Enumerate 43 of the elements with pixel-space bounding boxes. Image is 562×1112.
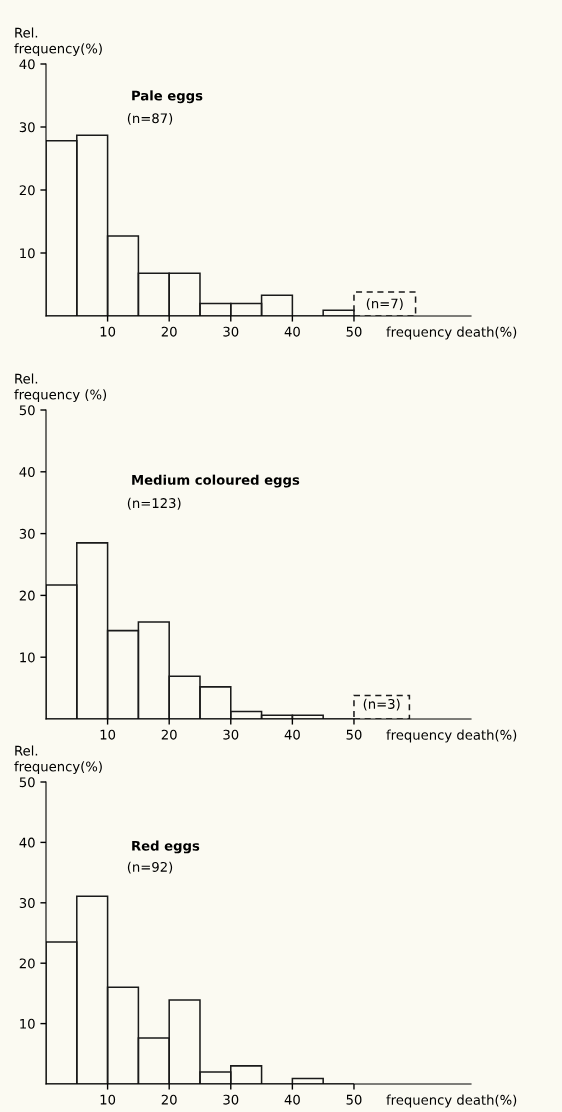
y-tick-label: 50: [19, 777, 35, 788]
x-tick-label: 50: [346, 326, 362, 337]
x-tick-label: 40: [284, 729, 300, 740]
x-tick-label: 20: [161, 1094, 177, 1105]
y-tick-label: 40: [19, 837, 35, 848]
x-axis-title: frequency death(%): [386, 729, 517, 743]
y-tick-label: 10: [20, 1018, 35, 1029]
y-tick-label: 30: [19, 898, 35, 908]
y-tick-label: 30: [19, 528, 35, 539]
text: Pale eggs: [132, 90, 203, 104]
y-tick-label: 40: [19, 467, 35, 477]
text: (n=92): [127, 861, 173, 874]
y-tick-label: 40: [19, 59, 35, 70]
y-tick-label: 10: [20, 652, 35, 663]
text: Red eggs: [132, 840, 200, 854]
y-tick-label: 20: [19, 590, 35, 601]
y-tick-label: 10: [20, 248, 35, 259]
x-tick-label: 50: [346, 729, 362, 740]
x-axis-title: frequency death(%): [386, 1094, 517, 1108]
x-tick-label: 50: [346, 1094, 362, 1105]
annotation: (n=3): [363, 698, 400, 711]
text: Medium coloured eggs: [132, 474, 300, 488]
x-tick-label: 30: [223, 1094, 239, 1105]
x-tick-label: 20: [161, 326, 177, 337]
annotation: (n=7): [366, 298, 403, 311]
y-axis-title: Rel. frequency(%): [14, 745, 102, 774]
x-tick-label: 10: [100, 729, 116, 740]
y-axis-title: Rel. frequency(%): [14, 27, 102, 56]
x-tick-label: 40: [284, 1094, 300, 1105]
x-tick-label: 20: [161, 729, 177, 740]
x-tick-label: 10: [100, 1094, 116, 1105]
y-axis-title: Rel. frequency (%): [14, 373, 107, 402]
y-tick-label: 30: [19, 122, 35, 133]
text: (n=123): [127, 497, 181, 510]
x-axis-title: frequency death(%): [386, 326, 517, 340]
x-tick-label: 10: [100, 326, 116, 337]
y-tick-label: 20: [19, 958, 35, 969]
y-tick-label: 50: [19, 405, 35, 416]
y-tick-label: 20: [19, 185, 35, 196]
text: (n=87): [127, 113, 173, 125]
x-tick-label: 30: [223, 326, 239, 337]
x-tick-label: 30: [223, 729, 239, 740]
x-tick-label: 40: [284, 326, 300, 337]
